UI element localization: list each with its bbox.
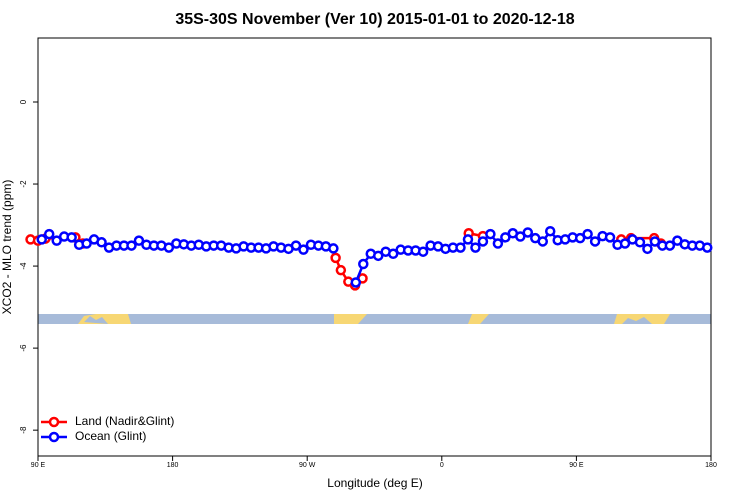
point — [702, 242, 713, 253]
legend-marker — [48, 431, 60, 443]
legend-label: Land (Nadir&Glint) — [75, 414, 174, 428]
point — [163, 242, 175, 253]
point — [133, 235, 145, 246]
point — [470, 242, 481, 253]
point — [604, 232, 616, 243]
x-tick-label: 0 — [440, 462, 444, 469]
point — [290, 240, 302, 251]
x-axis-title: Longitude (deg E) — [327, 476, 422, 490]
legend-label: Ocean (Glint) — [75, 429, 146, 443]
point — [544, 225, 556, 237]
legend: Land (Nadir&Glint)Ocean (Glint) — [41, 414, 174, 443]
point — [500, 232, 511, 243]
x-tick-label: 90 E — [569, 462, 584, 469]
y-tick-label: -6 — [19, 344, 28, 352]
point — [477, 236, 489, 247]
point — [485, 228, 496, 240]
y-tick-label: -8 — [19, 426, 28, 434]
point — [298, 244, 309, 255]
point — [642, 243, 653, 255]
plot-frame — [37, 37, 712, 457]
point — [492, 238, 504, 249]
point — [417, 246, 429, 257]
point — [537, 236, 548, 247]
point — [455, 242, 466, 253]
point — [649, 236, 661, 247]
point — [126, 240, 137, 251]
x-tick-label: 90 W — [299, 462, 316, 469]
y-tick-label: 0 — [19, 99, 28, 104]
point — [522, 227, 534, 238]
legend-marker — [48, 416, 60, 428]
point — [582, 228, 593, 240]
point — [574, 232, 586, 244]
point — [36, 234, 47, 245]
point — [66, 232, 77, 243]
point — [634, 237, 646, 248]
point — [350, 277, 362, 288]
point — [589, 236, 601, 247]
ocean-band — [38, 314, 711, 324]
point — [328, 243, 339, 254]
map-strip — [38, 314, 711, 324]
x-tick-label: 180 — [167, 462, 179, 469]
point — [96, 237, 107, 248]
point — [335, 264, 347, 276]
point — [372, 250, 384, 262]
y-tick-label: -2 — [19, 180, 28, 188]
point — [330, 252, 341, 264]
point — [462, 234, 474, 245]
x-tick-label: 180 — [705, 462, 717, 469]
chart-title: 35S-30S November (Ver 10) 2015-01-01 to … — [175, 11, 574, 28]
y-tick-label: -4 — [19, 262, 28, 270]
point — [619, 238, 631, 249]
point — [51, 235, 62, 246]
x-tick-label: 90 E — [31, 462, 46, 469]
point — [81, 238, 92, 249]
point — [358, 258, 369, 270]
point — [43, 228, 55, 240]
point — [515, 231, 526, 242]
point — [664, 240, 676, 251]
point — [387, 248, 399, 260]
y-axis-title: XCO2 - MLO trend (ppm) — [0, 180, 14, 315]
